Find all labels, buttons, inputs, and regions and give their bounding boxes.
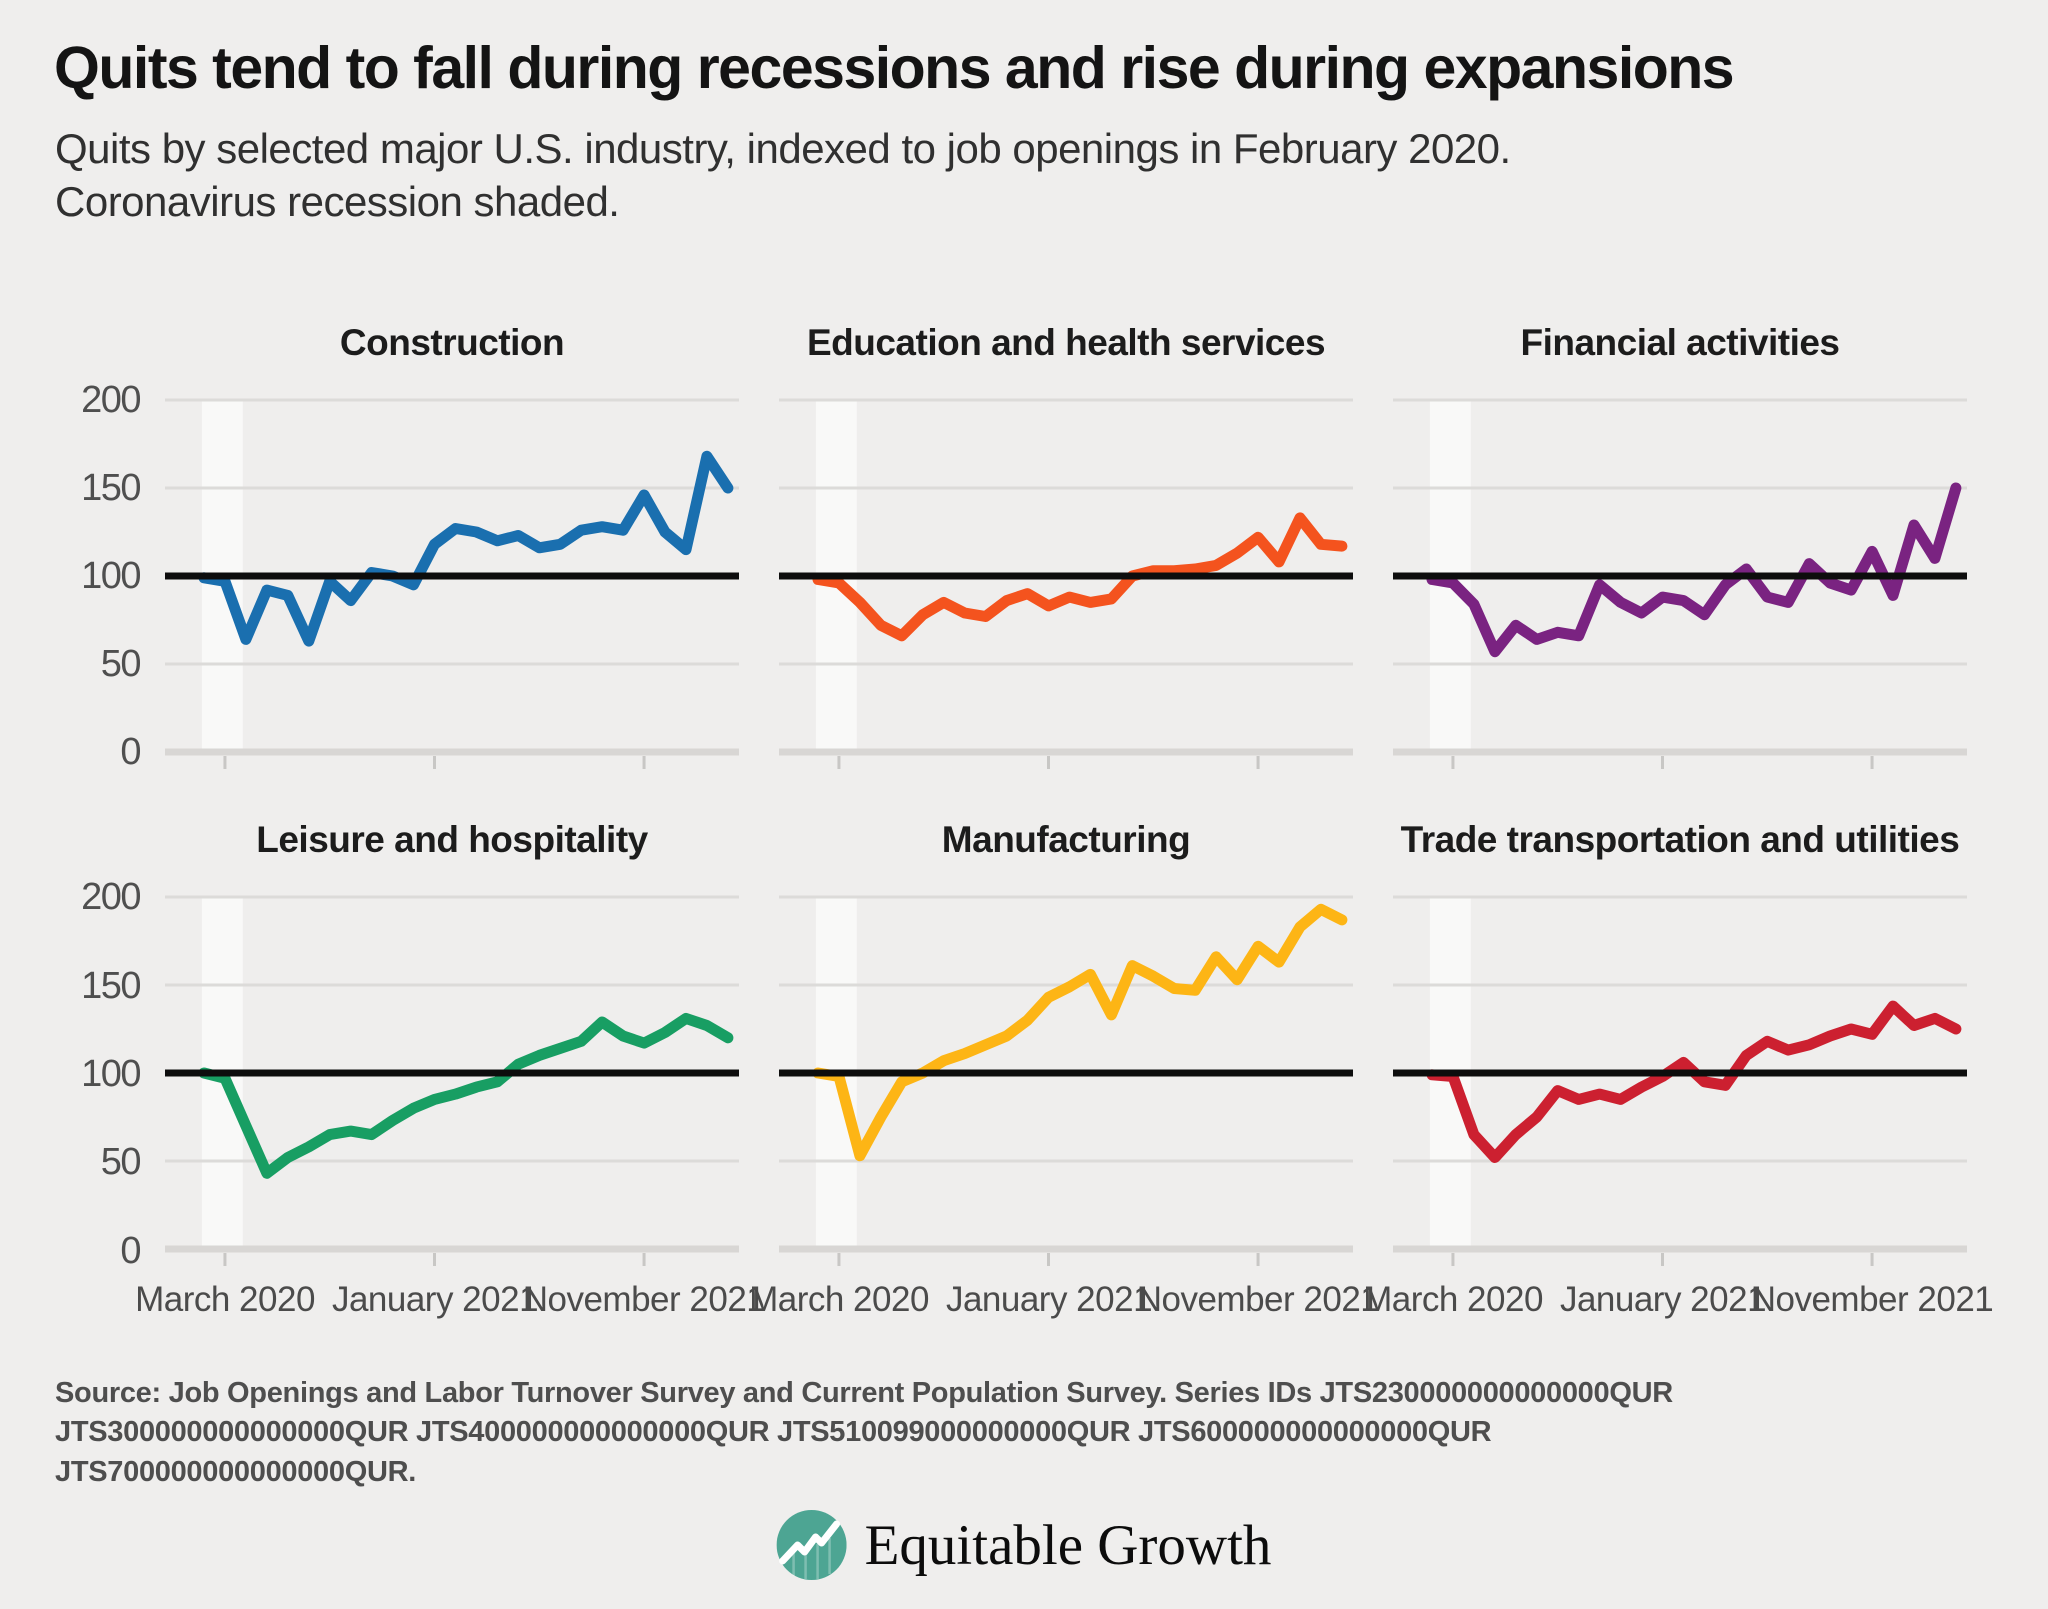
data-line <box>1426 482 1962 658</box>
source-line-3: JTS700000000000000QUR. <box>55 1455 417 1488</box>
logo-text: Equitable Growth <box>864 1513 1272 1577</box>
page-title: Quits tend to fall during recessions and… <box>54 35 1735 101</box>
data-line <box>812 512 1348 642</box>
line-plot-education-health <box>779 398 1353 769</box>
source-line-1: Source: Job Openings and Labor Turnover … <box>55 1377 1673 1409</box>
page-subtitle: Quits by selected major U.S. industry, i… <box>55 122 1511 229</box>
y-axis-label: 150 <box>81 467 141 509</box>
panel-education-health: Education and health services <box>779 322 1353 792</box>
x-axis-label: March 2020 <box>1363 1280 1543 1319</box>
x-axis-label: March 2020 <box>135 1280 315 1319</box>
y-axis-label: 100 <box>81 1053 141 1095</box>
source-note: Source: Job Openings and Labor Turnover … <box>55 1374 1705 1492</box>
y-axis-label: 150 <box>81 965 141 1007</box>
y-axis-label: 200 <box>81 876 141 918</box>
panel-trade: Trade transportation and utilities <box>1393 819 1967 1289</box>
x-axis-label: January 2021 <box>945 1280 1153 1319</box>
y-axis-label: 200 <box>81 379 141 421</box>
line-plot-manufacturing <box>779 895 1353 1266</box>
y-axis-label: 0 <box>120 1230 141 1272</box>
x-axis-label: November 2021 <box>1136 1280 1380 1319</box>
logo-chart-icon <box>776 1510 847 1580</box>
subtitle-line-1: Quits by selected major U.S. industry, i… <box>55 125 1511 172</box>
panel-title-trade: Trade transportation and utilities <box>1400 819 1960 860</box>
panel-financial: Financial activities <box>1393 322 1967 792</box>
y-axis-label: 0 <box>120 731 141 773</box>
y-axis-label: 50 <box>100 1141 142 1183</box>
line-plot-leisure <box>165 895 739 1266</box>
line-plot-financial <box>1393 398 1967 769</box>
panel-title-financial: Financial activities <box>1520 322 1840 363</box>
data-line <box>198 450 734 647</box>
x-axis-label: March 2020 <box>749 1280 929 1319</box>
data-line <box>812 903 1348 1162</box>
subtitle-line-2: Coronavirus recession shaded. <box>55 178 620 226</box>
panel-title-manufacturing: Manufacturing <box>941 819 1191 860</box>
x-axis-label: November 2021 <box>1750 1280 1994 1319</box>
panel-leisure: Leisure and hospitality <box>165 819 739 1289</box>
panel-construction: Construction <box>165 322 739 792</box>
panel-manufacturing: Manufacturing <box>779 819 1353 1289</box>
y-axis-label: 50 <box>100 643 142 685</box>
x-axis-label: January 2021 <box>331 1280 539 1319</box>
panel-title-leisure: Leisure and hospitality <box>256 819 648 860</box>
source-line-2: JTS300000000000000QUR JTS400000000000000… <box>55 1416 1492 1449</box>
x-axis-label: November 2021 <box>522 1280 766 1319</box>
line-plot-trade <box>1393 895 1967 1266</box>
y-axis-label: 100 <box>81 555 141 597</box>
data-line <box>1426 1000 1962 1163</box>
x-axis-label: January 2021 <box>1559 1280 1767 1319</box>
line-plot-construction <box>165 398 739 769</box>
panel-title-education-health: Education and health services <box>806 322 1326 363</box>
panel-title-construction: Construction <box>339 322 565 363</box>
data-line <box>198 1012 734 1179</box>
equitable-growth-logo: Equitable Growth <box>776 1510 1272 1580</box>
